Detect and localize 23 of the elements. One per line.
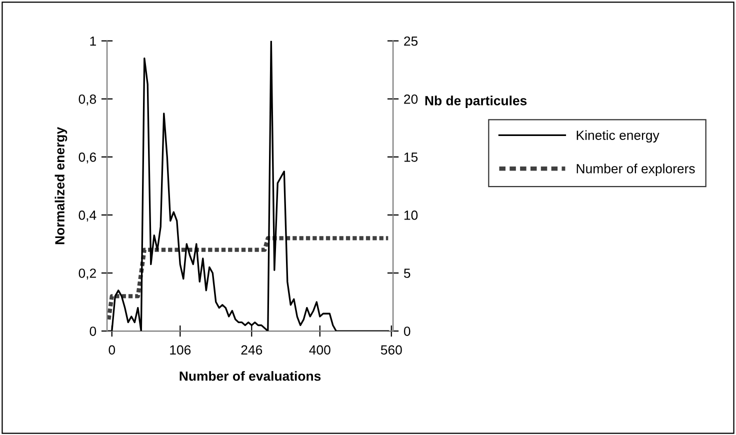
y-tick-label: 0,2 <box>78 268 96 280</box>
line-series <box>107 236 390 322</box>
x-tick-label: 400 <box>309 345 330 355</box>
y-tick-label: 0,6 <box>78 152 96 164</box>
x-axis-title: Number of evaluations <box>180 371 321 381</box>
y2-tick-label: 5 <box>404 268 410 278</box>
y2-tick-label: 15 <box>404 152 418 162</box>
x-tick-label: 246 <box>241 345 262 355</box>
y-axis-title: Normalized energy <box>54 127 68 244</box>
y2-tick-label: 10 <box>404 210 418 220</box>
y-tick-label: 0 <box>90 326 96 336</box>
x-tick-label: 106 <box>170 345 191 355</box>
y2-tick-label: 25 <box>404 36 418 46</box>
y2-tick-label: 0 <box>404 326 410 336</box>
y2-axis-title: Nb de particules <box>425 96 527 108</box>
x-tick-label: 0 <box>108 345 116 355</box>
y-tick-label: 0,4 <box>78 210 96 222</box>
x-tick-label: 560 <box>380 345 402 355</box>
y-tick-label: 0,8 <box>78 94 96 106</box>
legend-label: Kinetic energy <box>576 130 660 143</box>
legend-label: Number of explorers <box>576 164 695 176</box>
y2-tick-label: 20 <box>404 94 418 104</box>
y-tick-label: 1 <box>90 36 96 46</box>
